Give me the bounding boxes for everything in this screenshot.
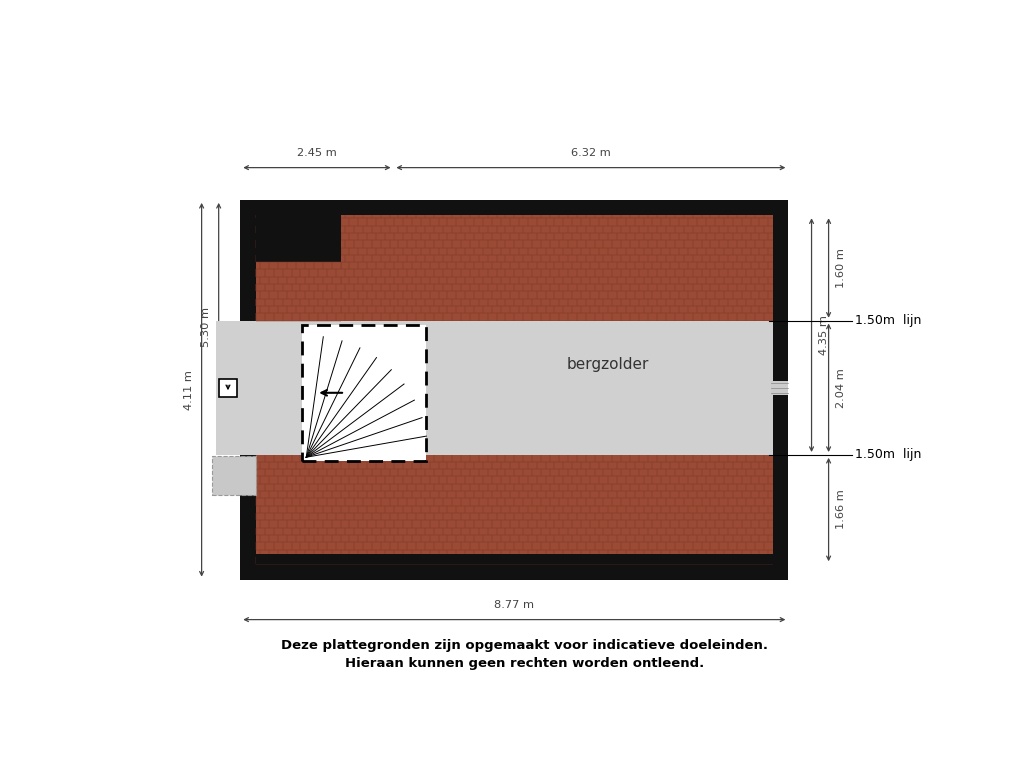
Bar (302, 325, 426, 461)
Text: 1.66 m: 1.66 m (836, 490, 846, 529)
Text: 4.11 m: 4.11 m (184, 370, 194, 409)
Text: 5.30 m: 5.30 m (201, 307, 211, 347)
Text: 1.60 m: 1.60 m (836, 248, 846, 288)
Text: bergzolder: bergzolder (566, 357, 648, 372)
Bar (256, 262, 341, 321)
Bar (256, 455, 773, 564)
Bar (219, 379, 237, 396)
Text: 2.45 m: 2.45 m (297, 148, 337, 158)
Bar (256, 215, 773, 321)
Bar (216, 321, 256, 455)
Bar (212, 456, 256, 495)
Bar (256, 554, 773, 564)
Bar (241, 200, 788, 580)
Text: Deze plattegronden zijn opgemaakt voor indicatieve doeleinden.: Deze plattegronden zijn opgemaakt voor i… (282, 638, 768, 651)
Text: 2.04 m: 2.04 m (836, 368, 846, 408)
Text: Hieraan kunnen geen rechten worden ontleend.: Hieraan kunnen geen rechten worden ontle… (345, 657, 705, 670)
Text: 1.50m  lijn: 1.50m lijn (855, 314, 922, 327)
Text: 4.35 m: 4.35 m (818, 315, 828, 355)
Bar (771, 381, 788, 395)
Text: 6.32 m: 6.32 m (571, 148, 610, 158)
Bar (256, 215, 341, 262)
Text: 1.50m  lijn: 1.50m lijn (855, 449, 922, 462)
Text: 8.77 m: 8.77 m (495, 601, 535, 611)
Bar (256, 321, 773, 455)
Bar (302, 325, 426, 461)
